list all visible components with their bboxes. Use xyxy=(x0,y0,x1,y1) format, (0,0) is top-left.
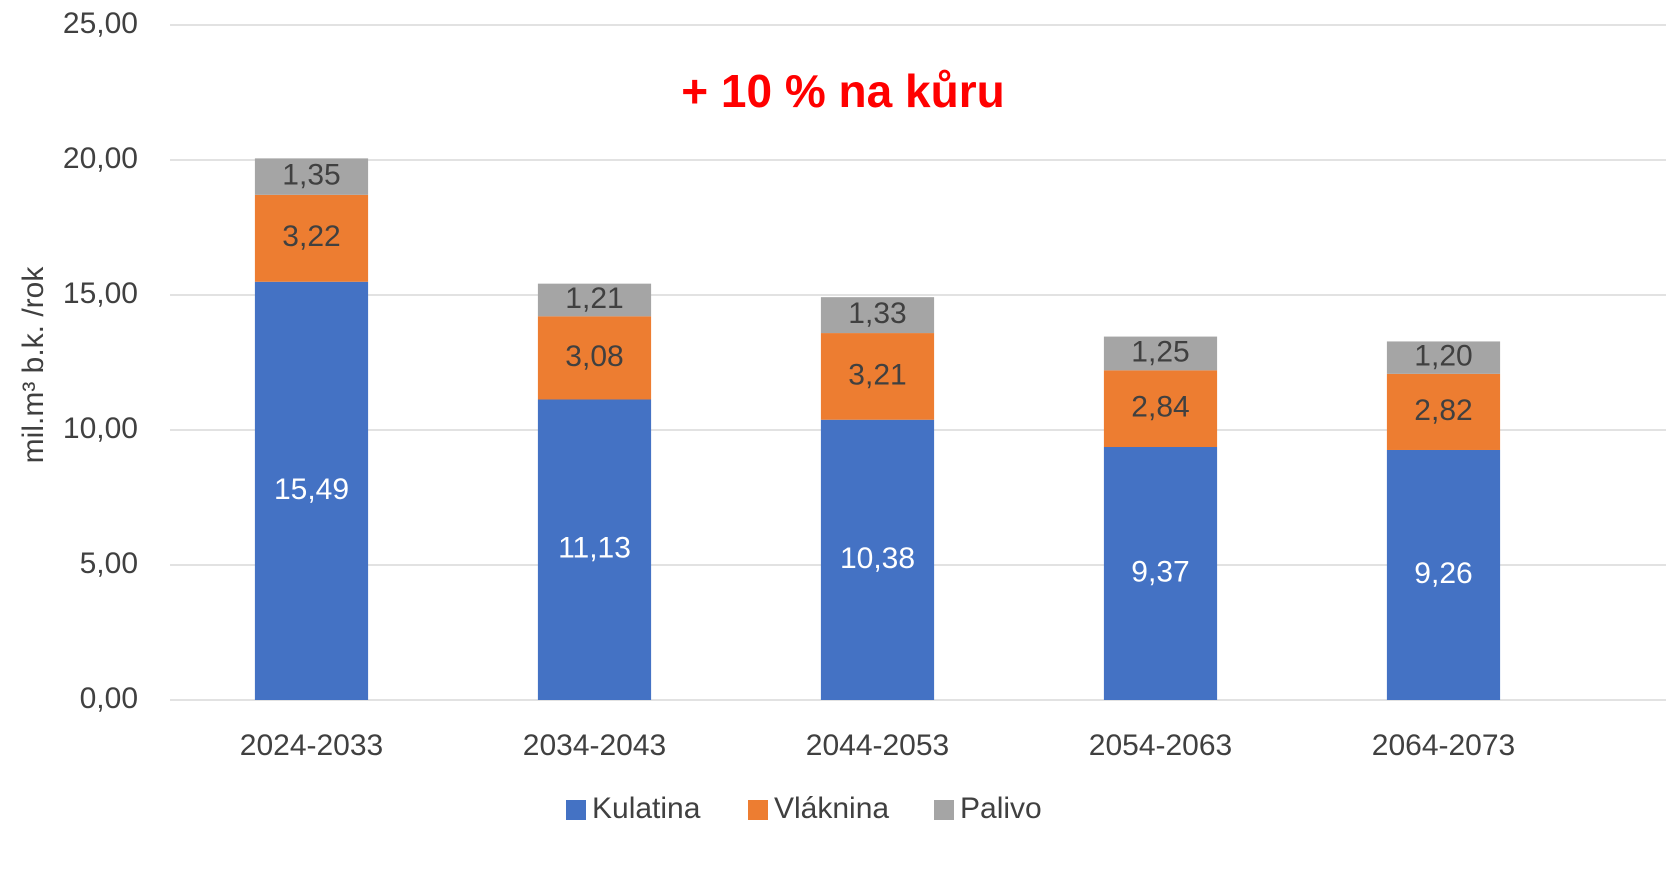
bar-segment xyxy=(254,194,369,282)
data-label: 1,21 xyxy=(565,282,623,315)
legend-label: Vláknina xyxy=(774,792,889,825)
y-tick-label: 5,00 xyxy=(80,547,138,580)
legend-label: Kulatina xyxy=(592,792,701,825)
bar-segment xyxy=(820,333,935,420)
y-tick-label: 10,00 xyxy=(63,412,138,445)
bar-segment xyxy=(1386,373,1501,450)
data-label: 2,84 xyxy=(1131,391,1189,424)
bar-segment xyxy=(1103,336,1218,371)
x-tick-label: 2034-2043 xyxy=(523,729,666,762)
bar-segment xyxy=(254,281,369,700)
y-tick-label: 20,00 xyxy=(63,142,138,175)
data-label: 11,13 xyxy=(558,532,631,565)
bar-segment xyxy=(537,283,652,317)
x-tick-label: 2024-2033 xyxy=(240,729,383,762)
legend-swatch xyxy=(748,800,768,820)
x-tick-label: 2064-2073 xyxy=(1372,729,1515,762)
bar-segment xyxy=(254,158,369,195)
bar-segment xyxy=(1103,370,1218,448)
bar-segment xyxy=(1386,449,1501,700)
y-axis-label: mil.m³ b.k. /rok xyxy=(17,266,50,464)
legend-swatch xyxy=(566,800,586,820)
data-label: 1,25 xyxy=(1131,335,1189,368)
data-label: 3,08 xyxy=(565,340,623,373)
bar-segment xyxy=(820,419,935,700)
data-label: 9,26 xyxy=(1414,557,1472,590)
data-label: 2,82 xyxy=(1414,394,1472,427)
chart-title: + 10 % na kůru xyxy=(681,65,1004,117)
data-label: 1,35 xyxy=(282,159,340,192)
legend-swatch xyxy=(934,800,954,820)
data-label: 15,49 xyxy=(274,473,349,506)
data-label: 3,21 xyxy=(848,358,906,391)
x-tick-label: 2044-2053 xyxy=(806,729,949,762)
bar-segment xyxy=(537,316,652,400)
data-label: 1,20 xyxy=(1414,340,1472,373)
bar-segment xyxy=(537,399,652,700)
x-tick-label: 2054-2063 xyxy=(1089,729,1232,762)
bar-segment xyxy=(1386,341,1501,374)
legend-label: Palivo xyxy=(960,792,1042,825)
data-label: 10,38 xyxy=(840,542,915,575)
y-tick-label: 15,00 xyxy=(63,277,138,310)
y-tick-label: 0,00 xyxy=(80,682,138,715)
data-label: 1,33 xyxy=(848,297,906,330)
y-tick-label: 25,00 xyxy=(63,7,138,40)
bar-segment xyxy=(820,297,935,334)
data-label: 3,22 xyxy=(282,220,340,253)
bar-segment xyxy=(1103,447,1218,700)
data-label: 9,37 xyxy=(1131,555,1189,588)
